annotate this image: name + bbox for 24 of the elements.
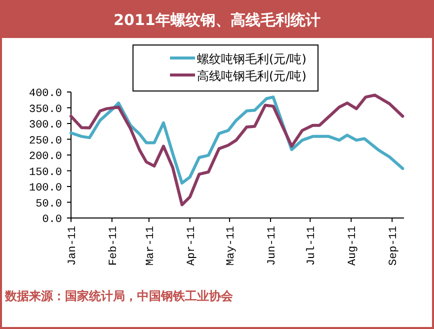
legend-label: 螺纹吨钢毛利(元/吨) <box>197 52 306 66</box>
y-tick-label: 100.0 <box>28 182 62 194</box>
line-series <box>70 94 404 206</box>
y-tick-label: 400.0 <box>28 88 62 100</box>
y-tick-label: 150.0 <box>28 166 62 179</box>
x-tick-label: May-11 <box>226 226 238 266</box>
y-tick-label: 300.0 <box>28 120 62 132</box>
legend-label: 高线吨钢毛利(元/吨) <box>197 69 306 83</box>
y-tick-label: 50.0 <box>36 198 62 210</box>
x-tick-label: Apr-11 <box>186 226 198 266</box>
x-tick-label: Mar-11 <box>144 226 157 266</box>
x-tick-label: Jun-11 <box>266 226 279 266</box>
y-tick-label: 0.0 <box>42 214 62 226</box>
y-tick-label: 250.0 <box>28 135 62 148</box>
x-tick-label: Jul-11 <box>306 226 318 266</box>
x-tick-label: Sep-11 <box>388 226 400 266</box>
line-series <box>70 96 404 185</box>
x-tick-label: Jan-11 <box>67 226 79 266</box>
y-tick-label: 200.0 <box>28 151 62 163</box>
source-note: 数据来源：国家统计局，中国钢铁工业协会 <box>4 289 234 303</box>
x-tick-label: Feb-11 <box>108 226 120 266</box>
x-tick-label: Aug-11 <box>347 226 360 266</box>
chart-title: 2011年螺纹钢、高线毛利统计 <box>114 11 320 29</box>
y-tick-label: 350.0 <box>28 104 62 116</box>
